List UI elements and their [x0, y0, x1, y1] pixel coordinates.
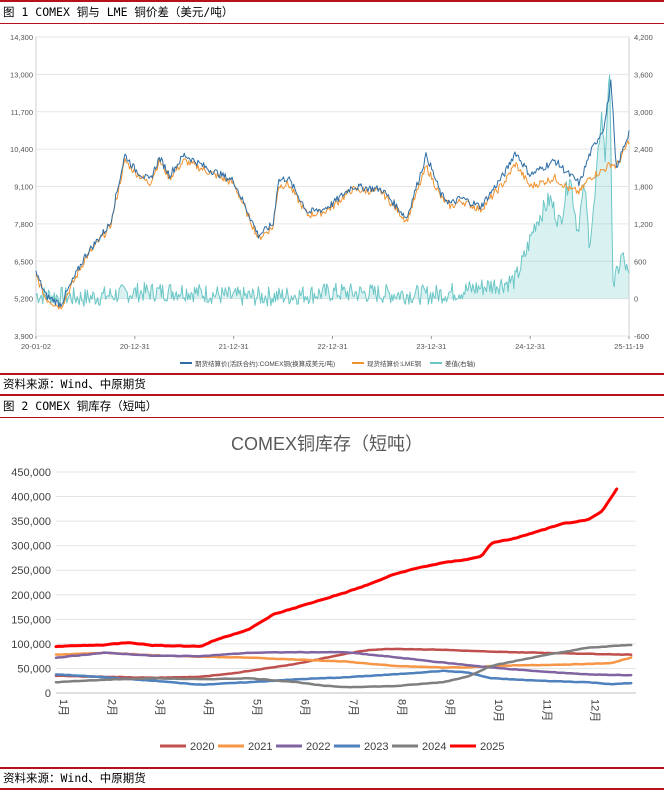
- caption2-top-rule: [0, 394, 664, 396]
- x-tick-label: 3月: [154, 699, 166, 716]
- series-line-0: [35, 79, 630, 308]
- x-tick-label: 6月: [299, 699, 311, 716]
- y-tick-label: 150,000: [11, 614, 51, 626]
- x-tick-label: 20-12-31: [120, 342, 150, 351]
- x-tick-label: 24-12-31: [515, 342, 545, 351]
- x-tick-label: 8月: [395, 699, 407, 716]
- fig1-source: 资料来源：Wind、中原期货: [3, 377, 146, 391]
- chart-title: COMEX铜库存（短吨）: [231, 434, 423, 454]
- left-tick-label: 6,500: [14, 257, 33, 266]
- series-line-2022: [54, 650, 633, 677]
- fig1-caption: 图 1 COMEX 铜与 LME 铜价差（美元/吨）: [3, 5, 234, 19]
- series-line-2: [35, 74, 630, 307]
- caption-bottom-rule: [0, 23, 664, 24]
- x-tick-label: 25-11-19: [614, 342, 643, 351]
- left-tick-label: 3,900: [14, 332, 33, 341]
- right-tick-label: 1,800: [634, 183, 653, 192]
- series-line-2025: [54, 487, 619, 649]
- right-tick-label: 2,400: [634, 145, 653, 154]
- source2-bottom-rule: [0, 788, 664, 790]
- x-tick-label: 1月: [57, 699, 69, 716]
- x-tick-label: 4月: [202, 699, 214, 716]
- source2-top-rule: [0, 767, 664, 769]
- y-tick-label: 250,000: [11, 565, 51, 577]
- right-tick-label: 600: [634, 257, 647, 266]
- right-tick-label: 3,000: [634, 108, 653, 117]
- legend-label: 2024: [422, 741, 446, 753]
- right-tick-label: 3,600: [634, 70, 653, 79]
- fig2-source: 资料来源：Wind、中原期货: [3, 771, 146, 785]
- left-tick-label: 14,300: [10, 33, 33, 42]
- fig1-chart: 14,300 13,000 11,700 10,400 9,100 7,800 6,500 5…: [10, 33, 653, 368]
- y-tick-label: 200,000: [11, 590, 51, 602]
- series-line-2023: [54, 669, 633, 686]
- x-tick-label: 22-12-31: [317, 342, 347, 351]
- legend-label: 2025: [480, 741, 504, 753]
- y-tick-label: 400,000: [11, 492, 51, 504]
- y-tick-label: 0: [45, 688, 51, 700]
- left-tick-label: 9,100: [14, 183, 33, 192]
- x-tick-label: 2月: [105, 699, 117, 716]
- y-tick-label: 300,000: [11, 541, 51, 553]
- caption2-bottom-rule: [0, 417, 664, 418]
- x-tick-label: 23-12-31: [416, 342, 446, 351]
- x-tick-label: 5月: [250, 699, 262, 716]
- right-tick-label: 4,200: [634, 33, 653, 42]
- series-line-2024: [54, 643, 633, 689]
- left-tick-label: 13,000: [10, 70, 33, 79]
- x-tick-label: 7月: [347, 699, 359, 716]
- x-tick-label: 21-12-31: [219, 342, 249, 351]
- x-tick-label: 12月: [589, 699, 601, 722]
- legend-label: 现货结算价:LME铜: [367, 359, 422, 368]
- left-tick-label: 10,400: [10, 145, 33, 154]
- x-tick-label: 10月: [492, 699, 504, 722]
- legend-label: 2021: [248, 741, 272, 753]
- fig2-chart: COMEX铜库存（短吨） 450,000 400,000 350,000 300,00…: [11, 434, 636, 753]
- spread-area: [36, 75, 629, 307]
- x-tick-label: 20-01-02: [21, 342, 51, 351]
- right-tick-label: 0: [634, 295, 638, 304]
- legend-label: 差值(右轴): [445, 359, 475, 368]
- source-top-rule: [0, 373, 664, 375]
- caption-top-rule: [0, 0, 664, 2]
- right-tick-label: 1,200: [634, 220, 653, 229]
- fig2-caption: 图 2 COMEX 铜库存（短吨）: [3, 399, 158, 413]
- y-tick-label: 350,000: [11, 516, 51, 528]
- left-tick-label: 5,200: [14, 295, 33, 304]
- left-tick-label: 11,700: [11, 108, 33, 117]
- legend-label: 2023: [364, 741, 388, 753]
- x-tick-label: 9月: [444, 699, 456, 716]
- y-tick-label: 100,000: [11, 639, 51, 651]
- right-tick-label: -600: [634, 332, 649, 341]
- legend-label: 2020: [190, 741, 214, 753]
- x-tick-label: 11月: [540, 699, 552, 721]
- legend-label: 2022: [306, 741, 330, 753]
- y-tick-label: 450,000: [11, 467, 51, 479]
- legend-label: 期货结算价(活跃合约):COMEX铜(换算成美元/吨): [195, 359, 335, 368]
- left-tick-label: 7,800: [14, 220, 33, 229]
- y-tick-label: 50,000: [17, 663, 51, 675]
